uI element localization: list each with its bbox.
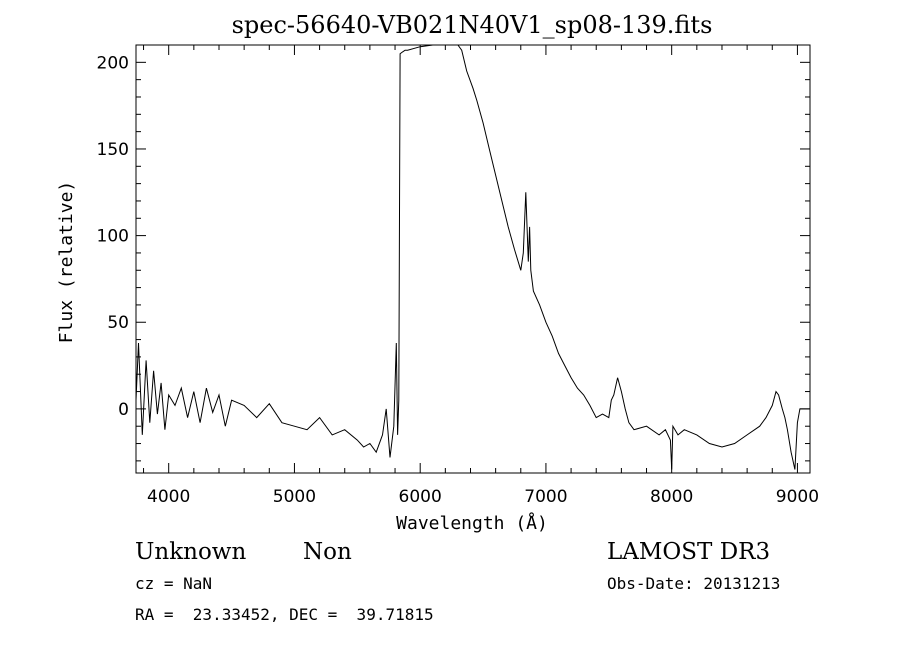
y-axis-ticks: 0 50 100 150 200 (97, 44, 810, 462)
x-axis-ticks: 4000 5000 6000 7000 8000 9000 (143, 45, 819, 507)
redshift-label: cz = NaN (135, 574, 212, 593)
x-tick-label: 6000 (399, 487, 442, 507)
y-tick-label: 150 (97, 140, 129, 160)
y-tick-label: 0 (118, 400, 129, 420)
x-tick-label: 7000 (524, 487, 567, 507)
survey-label: LAMOST DR3 (607, 539, 770, 565)
x-tick-label: 8000 (650, 487, 693, 507)
y-axis-label: Flux (relative) (56, 181, 77, 344)
y-tick-label: 200 (97, 53, 129, 73)
object-subclass-label: Non (303, 539, 352, 565)
obs-date-label: Obs-Date: 20131213 (607, 574, 780, 593)
object-class-label: Unknown (135, 539, 246, 565)
x-tick-label: 4000 (147, 487, 190, 507)
chart-title: spec-56640-VB021N40V1_sp08-139.fits (232, 11, 713, 39)
x-tick-label: 9000 (776, 487, 819, 507)
x-axis-label: Wavelength (Å) (396, 512, 548, 534)
plot-frame (135, 44, 811, 474)
y-tick-label: 50 (107, 313, 129, 333)
x-tick-label: 5000 (273, 487, 316, 507)
y-tick-label: 100 (97, 227, 129, 247)
coordinates-label: RA = 23.33452, DEC = 39.71815 (135, 605, 434, 624)
spectrum-line (135, 44, 810, 470)
